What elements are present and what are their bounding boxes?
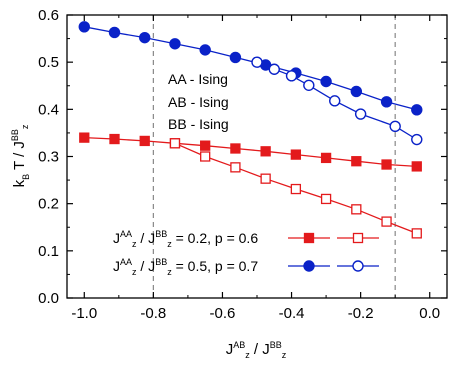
data-point	[350, 85, 363, 98]
data-point	[268, 63, 280, 75]
y-axis-label-part: k	[11, 179, 28, 187]
annotation-label: AA - Ising	[168, 71, 228, 87]
data-point	[389, 120, 401, 133]
data-point	[260, 173, 271, 184]
x-axis-label-part: / J	[250, 341, 270, 358]
data-point	[303, 79, 315, 91]
y-axis-label-sub: z	[20, 124, 30, 129]
data-point	[200, 151, 211, 162]
x-tick-label: -0.4	[279, 305, 305, 322]
y-axis-label-part: T / J	[11, 141, 28, 174]
data-point	[411, 104, 423, 116]
y-axis-label-sub: B	[21, 174, 31, 180]
data-point	[285, 70, 298, 82]
data-point	[251, 56, 263, 68]
legend-marker-open	[352, 260, 364, 272]
legend-label: JAAz / JBBz = 0.5, p = 0.7	[113, 257, 258, 277]
data-point	[381, 216, 392, 227]
x-axis-label-part: J	[226, 341, 234, 358]
legend-sup: BB	[155, 229, 167, 239]
legend-sup: AA	[120, 229, 132, 239]
data-point	[320, 152, 332, 164]
legend-sub: z	[132, 239, 137, 249]
legend-sub: z	[167, 267, 172, 277]
legend-text-part: J	[113, 258, 120, 274]
series-line-2	[84, 26, 417, 111]
data-point	[139, 31, 151, 44]
annotation-label: BB - Ising	[168, 116, 229, 132]
legend-text-part: = 0.2, p = 0.6	[172, 230, 259, 246]
data-point	[290, 183, 302, 195]
y-tick-label: 0.3	[38, 149, 59, 166]
y-tick-label: 0.0	[38, 290, 59, 307]
data-point	[290, 149, 302, 160]
x-axis-label-sup: AB	[233, 340, 245, 350]
y-tick-label: 0.6	[38, 7, 59, 24]
data-point	[320, 75, 332, 88]
data-point	[411, 228, 422, 239]
x-tick-label: -1.0	[71, 305, 97, 322]
data-point	[79, 132, 90, 143]
y-axis-label: kB T / JBBz	[10, 124, 31, 187]
x-axis-label: JABz / JBBz	[226, 340, 287, 360]
x-tick-label: -0.2	[348, 305, 374, 322]
data-point	[351, 156, 362, 167]
legend-label: JAAz / JBBz = 0.2, p = 0.6	[113, 229, 258, 249]
data-point	[109, 133, 120, 145]
legend-text-part: = 0.5, p = 0.7	[172, 258, 259, 274]
data-point	[260, 146, 271, 157]
x-tick-label: 0.0	[419, 305, 440, 322]
x-axis-label-sub: z	[245, 350, 250, 360]
legend-sup: AA	[120, 257, 132, 267]
data-point	[108, 26, 121, 39]
x-axis-label-sub: z	[282, 350, 287, 360]
data-point	[381, 159, 392, 170]
legend-text-part: J	[113, 230, 120, 246]
data-point	[411, 133, 423, 146]
data-point	[139, 135, 150, 147]
y-tick-label: 0.4	[38, 101, 59, 118]
y-tick-label: 0.1	[38, 243, 59, 260]
data-point	[320, 193, 332, 205]
data-point	[380, 96, 393, 108]
data-point	[230, 162, 241, 173]
data-point	[200, 140, 211, 151]
y-tick-label: 0.5	[38, 54, 59, 71]
data-point	[329, 95, 341, 107]
data-point	[411, 161, 422, 172]
legend-marker-filled	[303, 260, 315, 272]
legend-text-part: / J	[137, 258, 156, 274]
data-point	[354, 108, 367, 120]
legend-sup: BB	[155, 257, 167, 267]
data-point	[199, 44, 211, 56]
x-tick-label: -0.6	[210, 305, 236, 322]
data-point	[169, 38, 181, 50]
series-line-0	[84, 136, 417, 168]
x-tick-label: -0.8	[140, 305, 166, 322]
data-point	[229, 51, 242, 64]
data-point	[169, 138, 181, 149]
y-axis-label-sup: BB	[10, 129, 20, 141]
x-axis-label-sup: BB	[270, 340, 282, 350]
data-point	[351, 204, 362, 215]
legend-marker-filled	[303, 232, 315, 244]
data-point	[230, 143, 241, 154]
data-point	[78, 21, 90, 33]
legend-sub: z	[167, 239, 172, 249]
legend-sub: z	[132, 267, 137, 277]
y-tick-label: 0.2	[38, 196, 59, 213]
legend-text-part: / J	[137, 230, 156, 246]
legend-marker-open	[352, 232, 364, 244]
annotation-label: AB - Ising	[168, 94, 229, 110]
